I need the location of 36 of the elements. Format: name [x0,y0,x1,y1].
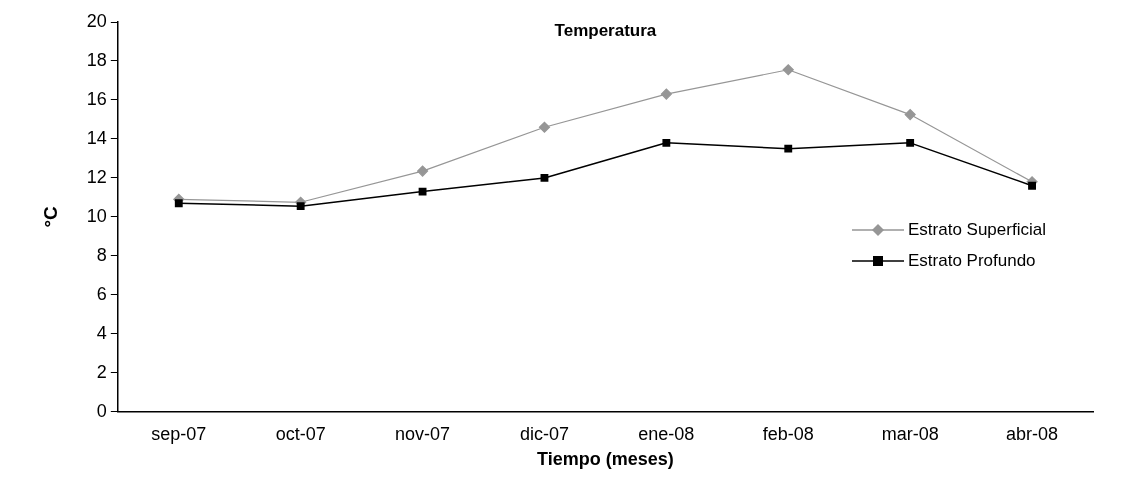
point [416,165,429,177]
x-tick-label: feb-08 [762,423,814,444]
x-tick-label: dic-07 [519,423,569,444]
x-axis-title: Tiempo (meses) [537,449,674,470]
x-tick-label: ene-08 [638,423,695,444]
point [538,121,551,133]
x-tick-label: abr-08 [1006,423,1059,444]
y-tick-label: 6 [96,283,107,304]
point [784,144,793,153]
x-tick-label: oct-07 [275,423,326,444]
point [296,202,305,211]
chart-title: Temperatura [554,20,657,40]
point [904,108,916,121]
legend-label: Estrato Profundo [908,250,1036,271]
x-tick-label: nov-07 [395,423,451,444]
legend-label: Estrato Superficial [908,219,1046,240]
y-tick-label: 12 [86,166,107,187]
y-tick-label: 16 [86,88,107,109]
y-tick-label: 0 [96,400,107,421]
x-tick-label: sep-07 [151,423,207,444]
y-tick-label: 14 [86,127,107,148]
y-tick-label: 20 [86,10,107,31]
point [540,173,549,182]
y-tick-label: 18 [86,49,107,70]
y-axis-title: °C [39,205,61,228]
y-tick-label: 8 [96,244,107,265]
y-tick-label: 10 [86,205,107,226]
y-tick-label: 4 [96,322,107,343]
point [660,88,672,100]
point [662,138,671,147]
point [1028,181,1036,190]
point [174,199,183,208]
point [906,138,915,147]
point [782,64,794,76]
x-tick-label: mar-08 [881,423,939,444]
y-tick-label: 2 [96,361,107,382]
